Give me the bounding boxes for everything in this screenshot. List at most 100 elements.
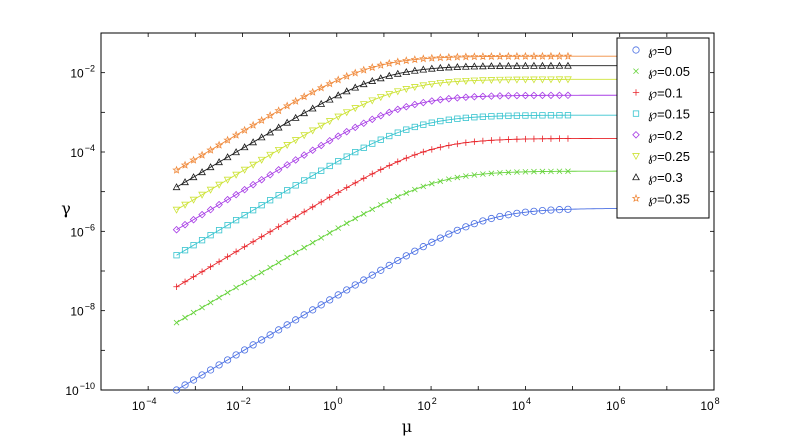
data-point-triangle-down xyxy=(368,97,377,105)
data-point-x xyxy=(326,230,333,236)
data-point-star xyxy=(240,125,249,134)
data-point-star xyxy=(368,62,377,72)
data-point-triangle-down xyxy=(342,109,351,117)
data-point-square xyxy=(445,116,452,123)
data-point-circle xyxy=(334,291,342,299)
data-point-x xyxy=(377,202,384,208)
data-point-triangle-down xyxy=(419,82,428,90)
data-point-square xyxy=(309,172,316,179)
y-tick-exponent: −4 xyxy=(85,143,95,153)
data-point-x xyxy=(360,211,367,217)
data-point-plus xyxy=(513,136,521,143)
data-point-triangle-up xyxy=(368,76,377,84)
data-point-star xyxy=(529,51,539,60)
legend-box xyxy=(616,37,710,219)
series-markers-6 xyxy=(172,61,572,191)
data-point-triangle-up xyxy=(453,62,462,70)
data-point-circle xyxy=(292,316,300,324)
data-point-plus xyxy=(420,148,427,156)
data-point-triangle-up xyxy=(308,104,317,112)
data-point-star xyxy=(180,160,190,169)
data-point-star xyxy=(172,165,181,174)
data-point-square xyxy=(250,207,257,214)
data-point-diamond xyxy=(300,151,308,159)
data-point-diamond xyxy=(266,170,274,179)
data-point-circle xyxy=(385,261,393,269)
data-point-square xyxy=(539,112,546,119)
data-point-square xyxy=(360,144,367,151)
x-tick-exponent: 0 xyxy=(337,396,342,406)
x-tick-label: 10−4 xyxy=(132,396,157,413)
data-point-x xyxy=(284,254,291,261)
data-point-triangle-up xyxy=(274,123,283,131)
y-tick-base: 10 xyxy=(70,146,84,160)
data-point-star xyxy=(325,79,334,88)
data-point-triangle-down xyxy=(487,77,496,85)
data-point-plus xyxy=(539,135,546,142)
data-point-plus xyxy=(309,203,316,211)
data-point-circle xyxy=(555,206,564,214)
data-point-triangle-up xyxy=(317,99,326,107)
data-point-square xyxy=(173,252,180,259)
data-point-triangle-up xyxy=(504,61,513,69)
data-point-diamond xyxy=(351,123,360,132)
series-line-4 xyxy=(176,94,667,231)
data-point-circle xyxy=(172,386,181,394)
legend-label: ℘=0.1 xyxy=(648,85,683,100)
data-point-triangle-down xyxy=(223,176,232,184)
data-point-triangle-down xyxy=(393,88,402,96)
data-point-x xyxy=(352,215,359,222)
data-point-triangle-down xyxy=(274,146,283,154)
data-point-square xyxy=(479,113,486,120)
data-point-x xyxy=(394,193,401,200)
data-point-x xyxy=(497,169,503,176)
data-point-triangle-down xyxy=(351,105,360,113)
data-point-triangle-down xyxy=(334,113,343,121)
data-point-triangle-up xyxy=(547,61,555,69)
data-point-star xyxy=(231,130,241,139)
x-tick-label: 100 xyxy=(323,396,342,413)
data-point-square xyxy=(428,119,435,126)
data-point-diamond xyxy=(257,175,266,184)
data-point-diamond xyxy=(240,185,249,194)
data-point-x xyxy=(267,264,273,271)
data-point-star xyxy=(214,140,224,149)
data-point-diamond xyxy=(394,105,402,114)
data-point-plus xyxy=(207,263,214,270)
data-point-circle xyxy=(513,209,521,217)
data-point-triangle-down xyxy=(359,101,368,109)
data-point-triangle-up xyxy=(325,95,334,103)
data-point-triangle-down xyxy=(385,91,394,99)
data-point-plus xyxy=(215,258,223,265)
data-point-plus xyxy=(224,253,231,260)
data-point-x xyxy=(250,274,256,281)
data-point-plus xyxy=(258,233,265,240)
data-point-triangle-up xyxy=(444,63,453,71)
data-point-diamond xyxy=(538,91,547,100)
data-point-triangle-down xyxy=(283,142,292,150)
data-point-triangle-down xyxy=(538,76,547,84)
data-point-plus xyxy=(198,268,206,275)
data-point-circle xyxy=(189,376,198,384)
data-point-diamond xyxy=(368,115,377,124)
data-point-star xyxy=(478,52,488,61)
data-point-diamond xyxy=(402,102,411,111)
data-point-diamond xyxy=(487,92,496,100)
x-tick-label: 102 xyxy=(417,396,436,413)
data-point-diamond xyxy=(632,131,640,139)
x-tick-exponent: −4 xyxy=(146,396,156,406)
data-point-triangle-up xyxy=(198,168,206,176)
data-point-circle xyxy=(453,226,461,234)
y-tick-base: 10 xyxy=(70,67,84,81)
data-point-triangle-down xyxy=(402,86,411,94)
data-point-circle xyxy=(470,220,478,228)
data-point-circle xyxy=(538,207,547,215)
data-point-triangle-down xyxy=(513,76,521,84)
data-point-circle xyxy=(215,361,223,369)
data-point-plus xyxy=(181,278,189,285)
data-point-square xyxy=(394,129,401,136)
data-point-circle xyxy=(300,311,308,319)
data-point-square xyxy=(496,112,504,120)
data-point-plus xyxy=(428,146,436,153)
data-point-diamond xyxy=(547,91,555,100)
